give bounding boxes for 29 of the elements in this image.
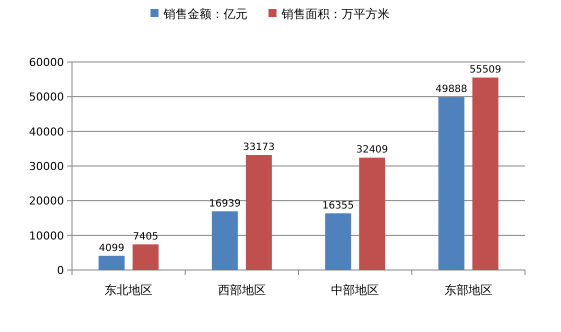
data-label: 32409 bbox=[356, 144, 388, 156]
y-tick-label: 50000 bbox=[29, 90, 64, 104]
data-label: 16355 bbox=[322, 200, 354, 212]
data-label: 33173 bbox=[242, 142, 275, 153]
bar bbox=[325, 213, 352, 270]
data-label: 49888 bbox=[435, 84, 468, 96]
data-label: 4099 bbox=[98, 242, 124, 254]
x-tick-label: 西部地区 bbox=[218, 283, 266, 297]
y-tick-label: 60000 bbox=[29, 56, 64, 69]
x-tick-label: 东部地区 bbox=[444, 283, 492, 297]
y-tick-label: 0 bbox=[57, 264, 64, 277]
y-tick-label: 20000 bbox=[29, 194, 64, 208]
y-tick-label: 10000 bbox=[29, 229, 64, 242]
bar bbox=[212, 211, 238, 270]
legend-label: 销售金额：亿元 bbox=[162, 7, 248, 21]
bar bbox=[246, 155, 272, 270]
x-tick-label: 中部地区 bbox=[331, 283, 380, 297]
x-tick-label: 东北地区 bbox=[104, 283, 153, 297]
bar bbox=[359, 158, 386, 270]
y-tick-label: 40000 bbox=[29, 125, 64, 138]
bar bbox=[472, 78, 498, 270]
bar bbox=[438, 97, 464, 270]
data-label: 55509 bbox=[469, 64, 502, 76]
bar bbox=[98, 256, 125, 270]
legend-label: 销售面积：万平方米 bbox=[280, 7, 390, 21]
data-label: 16939 bbox=[208, 198, 241, 210]
data-label: 7405 bbox=[132, 231, 158, 242]
y-tick-label: 30000 bbox=[29, 160, 64, 173]
bar bbox=[132, 244, 159, 270]
